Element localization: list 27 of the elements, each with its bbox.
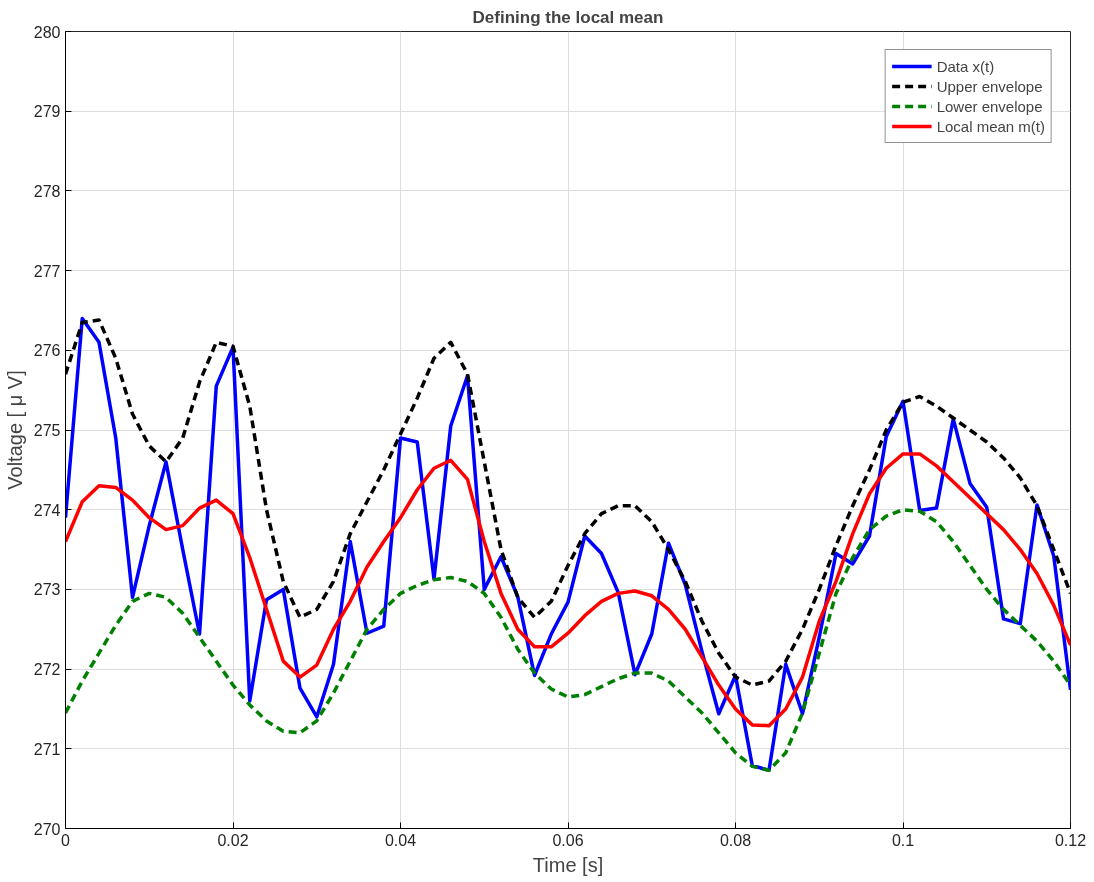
y-tick-label: 270 bbox=[33, 820, 61, 838]
x-tick-label: 0.06 bbox=[552, 831, 584, 849]
line-series bbox=[65, 452, 1071, 728]
y-tick-label: 275 bbox=[33, 422, 61, 439]
line-series bbox=[65, 507, 1071, 773]
x-tick-label: 0.02 bbox=[217, 831, 249, 849]
y-axis-title: Voltage [ μ V] bbox=[3, 370, 26, 490]
x-tick-label: 0.04 bbox=[384, 831, 417, 849]
y-tick-label: 271 bbox=[33, 740, 61, 758]
y-tick-label: 277 bbox=[33, 262, 61, 280]
legend-label: Data x(t) bbox=[936, 57, 995, 75]
x-tick-label: 0.08 bbox=[719, 831, 752, 849]
y-tick-label: 278 bbox=[33, 182, 61, 200]
x-tick-label: 0.1 bbox=[891, 831, 915, 849]
y-tick-label: 274 bbox=[33, 501, 61, 519]
y-tick-label: 273 bbox=[33, 581, 61, 599]
x-tick-label: 0 bbox=[61, 831, 71, 849]
chart-title: Defining the local mean bbox=[472, 7, 664, 27]
x-axis-title: Time [s] bbox=[532, 853, 604, 876]
y-tick-label: 272 bbox=[33, 661, 61, 679]
y-tick-label: 279 bbox=[33, 103, 61, 121]
legend-label: Lower envelope bbox=[936, 97, 1043, 115]
y-tick-label: 280 bbox=[33, 23, 61, 41]
legend-label: Local mean m(t) bbox=[936, 117, 1045, 135]
x-tick-label: 0.12 bbox=[1054, 831, 1087, 849]
y-tick-label: 276 bbox=[33, 342, 61, 360]
legend-label: Upper envelope bbox=[936, 77, 1043, 95]
